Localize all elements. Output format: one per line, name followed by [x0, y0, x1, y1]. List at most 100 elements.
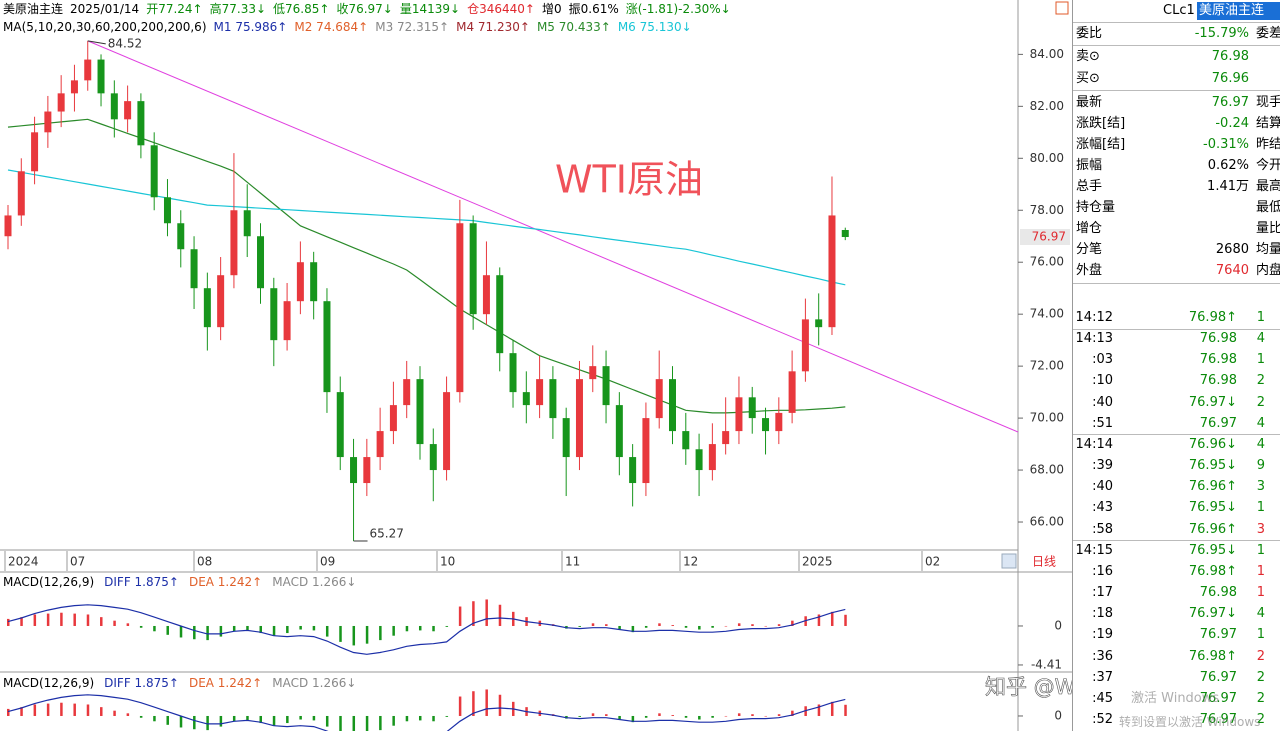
macd-bar — [591, 623, 595, 626]
quote-value: 0.62% — [1207, 158, 1249, 173]
quote-label: 委比 — [1076, 26, 1103, 41]
y-tick-label: 84.00 — [1030, 47, 1064, 61]
candle-body — [695, 449, 703, 471]
macd-bar — [352, 715, 356, 731]
macd-bar — [206, 715, 209, 731]
tick-price: 76.98 — [1199, 373, 1237, 389]
tick-volume: 4 — [1256, 331, 1265, 347]
header-field: 量14139↓ — [399, 2, 461, 16]
macd-bar — [764, 625, 768, 627]
macd-tick-label: 0 — [1054, 708, 1062, 722]
macd-bar — [658, 623, 661, 626]
header-field: 涨(-1.81)-2.30%↓ — [625, 2, 731, 16]
time-label: 2025 — [802, 555, 833, 569]
os-watermark: 激活 Windows — [1131, 691, 1220, 706]
macd-bar — [166, 625, 169, 635]
time-label: 2024 — [8, 555, 39, 569]
candle-body — [562, 418, 570, 458]
quote-label: 卖⊙ — [1076, 49, 1100, 64]
tick-price: 76.96↑ — [1188, 479, 1237, 495]
quote-label: 买⊙ — [1076, 71, 1100, 86]
macd-bar — [379, 625, 382, 641]
candle-body — [416, 379, 424, 445]
quote-value: 76.97 — [1211, 95, 1249, 110]
tick-volume: 4 — [1256, 415, 1265, 431]
macd-bar — [445, 715, 449, 717]
macd-bar — [179, 715, 183, 728]
candle-body — [456, 223, 464, 393]
candle-body — [203, 288, 211, 328]
macd-bar — [498, 604, 502, 626]
macd-bar — [33, 704, 37, 716]
tick-time: :37 — [1092, 669, 1113, 685]
tick-price: 76.97 — [1199, 669, 1237, 685]
separator — [1073, 45, 1280, 46]
macd-bar — [791, 620, 794, 626]
tick-time: :43 — [1092, 500, 1113, 516]
tick-volume: 1 — [1256, 627, 1265, 643]
macd-bar — [830, 701, 834, 716]
tick-time: :16 — [1092, 563, 1113, 579]
candle-body — [655, 379, 663, 419]
macd-bar — [724, 625, 728, 627]
tick-time: :17 — [1092, 585, 1113, 601]
macd-bar — [206, 625, 209, 641]
candle-body — [682, 431, 690, 450]
candle-body — [469, 223, 477, 315]
macd-bar — [7, 618, 10, 626]
quote-right-label: 委差 — [1256, 26, 1280, 41]
macd-bar — [698, 625, 701, 630]
window-icon[interactable] — [1055, 1, 1069, 15]
macd-bar — [631, 715, 635, 723]
y-tick-label: 68.00 — [1030, 463, 1064, 477]
y-tick-label: 78.00 — [1030, 203, 1064, 217]
macd-bar — [219, 715, 223, 727]
tick-time: :03 — [1092, 352, 1113, 368]
macd-bar — [737, 713, 741, 716]
quote-right-label: 结算价 — [1256, 116, 1280, 131]
header-field: 美原油主连 — [3, 2, 64, 16]
candle-body — [642, 418, 650, 484]
candle-body — [496, 275, 504, 354]
candle-body — [722, 431, 730, 445]
candle-body — [177, 223, 185, 250]
macd-bar — [325, 625, 329, 637]
time-label: 02 — [925, 555, 940, 569]
quote-label: 总手 — [1076, 179, 1103, 194]
tick-time: :18 — [1092, 606, 1113, 622]
candle-body — [97, 59, 105, 94]
candle-body — [110, 93, 118, 120]
macd-bar — [578, 715, 581, 717]
quote-label: 分笔 — [1076, 242, 1103, 257]
macd-bar — [698, 715, 701, 720]
macd-bar — [618, 625, 621, 630]
candle-body — [602, 366, 610, 406]
quote-value: 76.98 — [1211, 49, 1249, 64]
macd-bar — [339, 715, 342, 731]
y-tick-label: 72.00 — [1030, 359, 1064, 373]
chart-area: WTI原油 日线 66.00 68.00 70.00 72.00 74.00 76.00 7… — [0, 0, 1072, 731]
candle-body — [243, 210, 251, 237]
candle-body — [376, 431, 384, 458]
ma-line — [7, 169, 846, 286]
macd-field: MACD 1.266↓ — [272, 575, 357, 589]
macd-bar — [392, 625, 395, 636]
tick-time: :52 — [1092, 712, 1113, 728]
tick-time: :36 — [1092, 648, 1113, 664]
macd-bar — [325, 715, 329, 727]
tick-volume: 1 — [1256, 352, 1265, 368]
watermark: 知乎 @WeTrade众汇 官方 — [985, 675, 1072, 699]
high-label: 84.52 — [108, 36, 142, 50]
candle-body — [124, 101, 132, 120]
header-field: 低76.85↑ — [273, 2, 330, 16]
tick-volume: 2 — [1256, 648, 1265, 664]
macd-bar — [711, 715, 714, 718]
period-label[interactable]: 日线 — [1032, 555, 1056, 569]
scroll-button[interactable] — [1001, 553, 1017, 569]
macd-field: DEA 1.242↑ — [188, 676, 263, 690]
candle-body — [310, 262, 318, 302]
tick-volume: 1 — [1256, 585, 1265, 601]
macd-bar — [73, 613, 76, 626]
macd-bar — [830, 611, 834, 626]
quote-code: CLc1 — [1163, 3, 1195, 18]
